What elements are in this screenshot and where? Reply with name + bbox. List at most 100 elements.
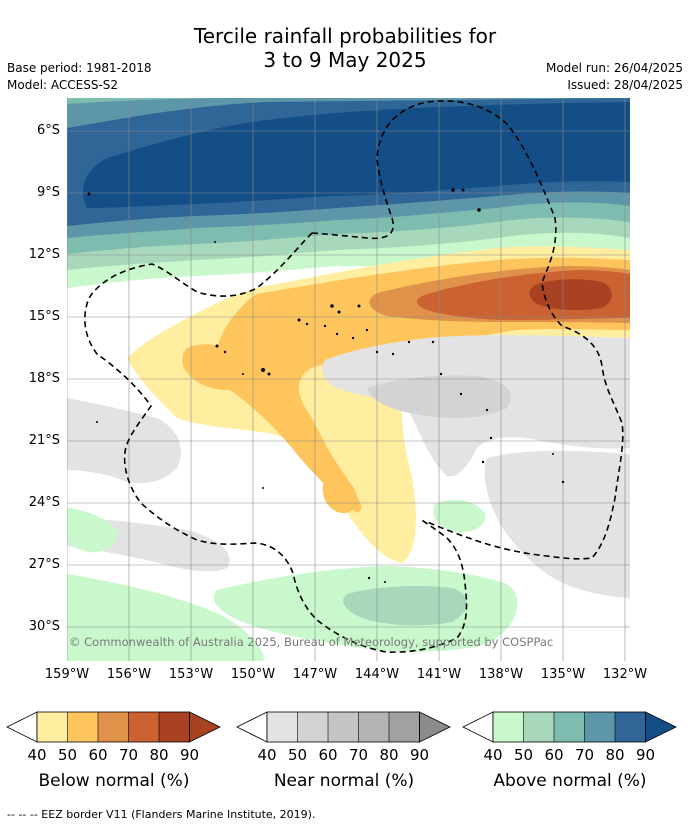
lon-label: 147°W [292, 667, 338, 682]
lon-label: 153°W [168, 667, 214, 682]
lon-label: 132°W [602, 667, 648, 682]
colorbar-tick: 70 [348, 746, 369, 764]
colorbar-tick: 50 [513, 746, 534, 764]
near-normal-colorbar [236, 711, 451, 743]
islands [87, 188, 565, 583]
island [431, 340, 435, 344]
island [485, 408, 489, 412]
island [323, 324, 327, 328]
above-normal-south-50-region [343, 586, 467, 626]
colorbar-outline [492, 711, 646, 743]
colorbar-swatch [128, 712, 159, 742]
colorbar-swatch [615, 712, 646, 742]
below-normal-80-region [529, 279, 612, 311]
colorbar-max-arrow [645, 711, 677, 743]
colorbar-swatch [67, 712, 98, 742]
near-normal-west-region [67, 398, 181, 484]
island [351, 336, 355, 340]
colorbar-outline [266, 711, 420, 743]
lon-label: 138°W [478, 667, 524, 682]
island [330, 304, 334, 308]
island [439, 372, 443, 376]
island [262, 487, 264, 489]
map-canvas [67, 98, 630, 661]
probability-map [67, 98, 630, 661]
model-name: Model: ACCESS-S2 [7, 78, 119, 92]
colorbar-swatch [493, 712, 524, 742]
colorbar-swatch [358, 712, 389, 742]
colorbar-dividers [297, 712, 390, 742]
lat-label: 6°S [36, 123, 60, 138]
colorbar-tick: 80 [605, 746, 625, 764]
island [561, 480, 565, 484]
title-line-2: 3 to 9 May 2025 [263, 48, 427, 72]
island [357, 304, 361, 308]
eez-borders [84, 100, 624, 653]
colorbar-swatch [297, 712, 328, 742]
island [407, 340, 411, 344]
colorbar-swatch [554, 712, 585, 742]
graticule [67, 98, 630, 661]
island [297, 318, 301, 322]
island [459, 392, 463, 396]
colorbar-tick: 40 [27, 746, 47, 764]
above-normal-southeast-patch [433, 499, 486, 533]
below-normal-title: Below normal (%) [38, 771, 190, 791]
island [337, 310, 341, 314]
island [267, 372, 271, 376]
colorbar-tick: 40 [257, 746, 277, 764]
colorbar-tick: 60 [88, 746, 108, 764]
lat-label: 27°S [28, 557, 60, 572]
model-run: Model run: 26/04/2025 [545, 61, 683, 75]
island [391, 352, 395, 356]
above-normal-90-region [83, 102, 630, 208]
lat-label: 15°S [28, 309, 60, 324]
issued-date: Issued: 28/04/2025 [567, 78, 683, 92]
lat-label: 24°S [28, 495, 60, 510]
lat-label: 30°S [28, 619, 60, 634]
near-normal-southeast-region [484, 450, 630, 598]
near-normal-title: Near normal (%) [273, 771, 415, 791]
lon-label: 141°W [416, 667, 462, 682]
colorbar-tick: 50 [57, 746, 78, 764]
above-normal-colorbar [462, 711, 677, 743]
island [335, 332, 339, 336]
eez-border-northeast [311, 100, 624, 560]
lon-label: 135°W [540, 667, 586, 682]
colorbar-swatch [584, 712, 615, 742]
island [242, 373, 244, 375]
above-normal-title: Above normal (%) [493, 771, 647, 791]
title-line-1: Tercile rainfall probabilities for [193, 24, 497, 48]
island [481, 460, 485, 464]
island [96, 421, 98, 423]
colorbar-tick: 80 [379, 746, 399, 764]
island [261, 368, 265, 372]
colorbar-min-arrow [462, 711, 494, 743]
colorbar-swatch [328, 712, 359, 742]
colorbar-tick: 80 [149, 746, 169, 764]
island [477, 208, 481, 212]
island [489, 436, 493, 440]
colorbar-dividers [67, 712, 160, 742]
below-normal-patch-west [182, 344, 251, 390]
island [223, 350, 227, 354]
lon-label: 144°W [354, 667, 400, 682]
colorbar-swatch [389, 712, 420, 742]
eez-footnote: -- -- -- EEZ border V11 (Flanders Marine… [7, 808, 316, 821]
colorbar-tick: 70 [574, 746, 595, 764]
lat-label: 18°S [28, 371, 60, 386]
colorbar-dividers [523, 712, 616, 742]
below-normal-colorbar [6, 711, 221, 743]
colorbar-max-arrow [419, 711, 451, 743]
lat-label: 9°S [36, 185, 60, 200]
lat-label: 21°S [28, 433, 60, 448]
above-normal-southwest-region [67, 508, 118, 553]
colorbar-tick: 90 [635, 746, 656, 764]
above-normal-south-edge-region [67, 574, 264, 661]
colorbar-tick: 50 [287, 746, 308, 764]
colorbar-min-arrow [236, 711, 268, 743]
island [367, 576, 371, 580]
island [365, 328, 369, 332]
copyright-notice: © Commonwealth of Australia 2025, Bureau… [69, 635, 554, 649]
island [215, 344, 219, 348]
